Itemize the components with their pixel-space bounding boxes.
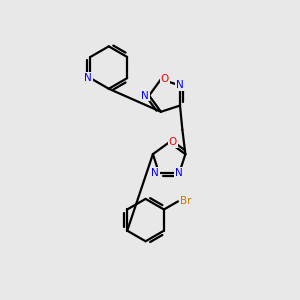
Text: O: O	[169, 137, 177, 147]
Text: N: N	[84, 73, 92, 83]
Text: Br: Br	[181, 196, 192, 206]
Text: N: N	[175, 168, 183, 178]
Text: O: O	[160, 74, 169, 84]
Text: N: N	[152, 168, 159, 178]
Text: N: N	[176, 80, 184, 91]
Text: N: N	[141, 91, 149, 100]
